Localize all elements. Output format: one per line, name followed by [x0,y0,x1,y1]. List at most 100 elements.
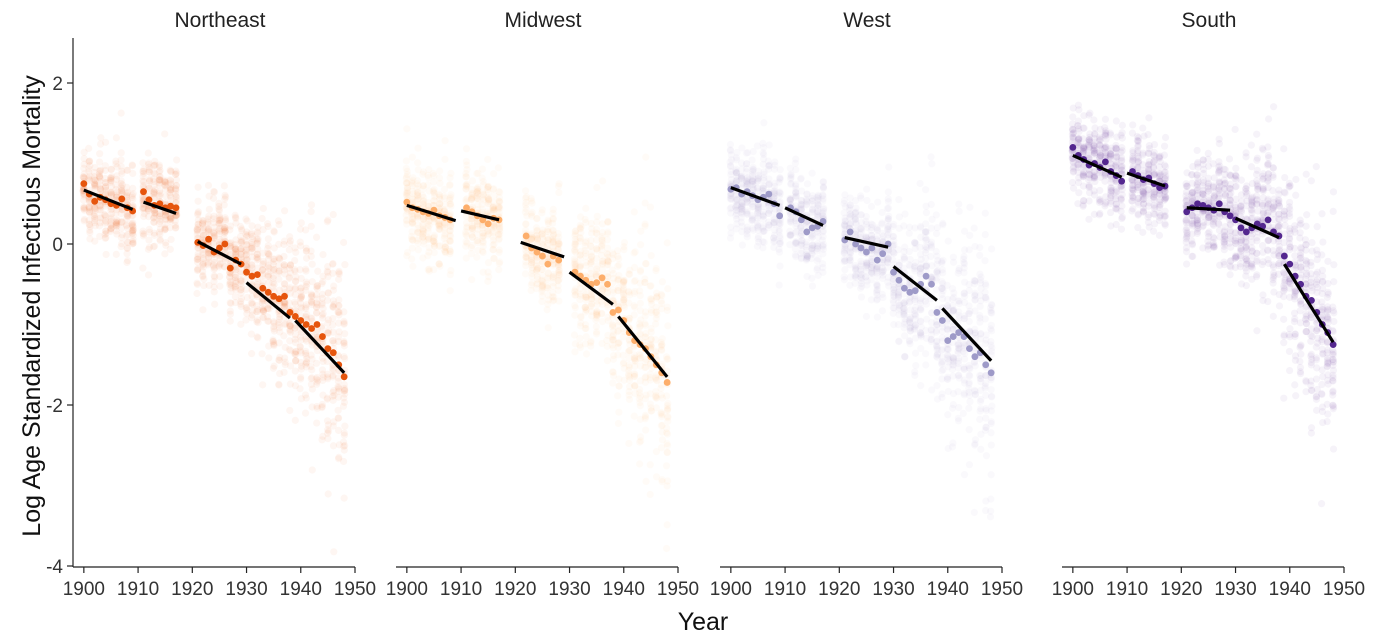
cloud-point [960,355,969,363]
cloud-point [107,188,115,196]
cloud-point [150,168,158,177]
cloud-point [151,209,159,217]
cloud-point [95,222,104,230]
cloud-point [593,183,601,192]
cloud-point [85,220,93,228]
cloud-point [117,218,125,226]
cloud-point [155,213,163,221]
cloud-point [150,177,158,186]
data-point [803,228,811,236]
cloud-point [107,175,115,183]
cloud-point [604,228,612,236]
cloud-point [150,214,158,222]
cloud-point [1118,121,1126,129]
cloud-point [150,218,158,226]
cloud-point [162,211,170,219]
cloud-point [144,207,152,215]
cloud-point [162,215,170,223]
cloud-point [80,160,88,168]
cloud-point [102,183,110,191]
cloud-point [139,167,147,176]
cloud-point [96,201,104,210]
cloud-point [286,406,294,415]
cloud-point [193,279,201,287]
cloud-point [145,168,154,176]
cloud-point [150,162,158,170]
data-point [522,232,530,240]
cloud-point [435,260,443,268]
cloud-point [129,227,137,235]
cloud-point [107,224,115,232]
cloud-point [339,457,348,466]
data-point [971,353,979,361]
cloud-point [636,287,644,295]
cloud-point [90,181,99,189]
cloud-point [528,199,536,207]
cloud-point [199,306,207,314]
cloud-point [879,293,887,302]
cloud-point [166,217,175,225]
cloud-point [987,471,995,479]
cloud-point [96,219,104,227]
cloud-point [657,290,665,299]
cloud-point [340,319,348,327]
cloud-point [840,276,848,284]
cloud-point [959,255,968,263]
cloud-point [117,183,125,191]
cloud-point [976,302,984,310]
cloud-point [587,259,595,268]
cloud-point [604,218,612,226]
cloud-point [144,182,153,190]
cloud-point [117,177,125,185]
cloud-point [308,366,316,374]
cloud-point [193,225,201,233]
cloud-point [140,167,148,175]
cloud-point [819,243,827,251]
cloud-point [922,350,930,358]
cloud-point [107,174,115,183]
cloud-point [128,220,136,228]
cloud-point [917,382,925,390]
cloud-point [987,495,995,503]
cloud-point [494,164,502,172]
cloud-point [150,207,158,215]
cloud-point [743,230,751,238]
cloud-point [895,195,903,204]
cloud-point [166,213,174,221]
data-point [944,337,952,344]
cloud-point [663,392,671,400]
x-tick-label: 1910 [440,579,482,600]
cloud-point [308,314,316,323]
cloud-point [340,380,348,389]
cloud-point [90,211,98,220]
cloud-point [156,212,164,220]
cloud-point [927,252,935,261]
cloud-point [91,176,99,185]
cloud-point [172,167,180,175]
cloud-point [297,219,305,227]
cloud-point [97,140,105,148]
cloud-point [987,419,995,428]
cloud-point [97,167,105,175]
cloud-point [647,251,655,260]
cloud-point [414,144,422,152]
cloud-point [139,178,148,186]
cloud-point [117,149,125,157]
cloud-point [857,194,865,202]
cloud-point [151,186,159,194]
cloud-point [226,310,235,318]
y-tick-label: -2 [46,396,63,417]
cloud-point [117,218,126,226]
cloud-point [663,448,671,456]
cloud-point [156,189,164,197]
cloud-point [80,203,88,211]
cloud-point [96,181,104,189]
cloud-point [107,218,115,226]
data-point [259,284,267,292]
cloud-point [582,204,590,212]
cloud-point [161,182,170,190]
cloud-point [922,186,930,194]
cloud-point [960,269,968,277]
